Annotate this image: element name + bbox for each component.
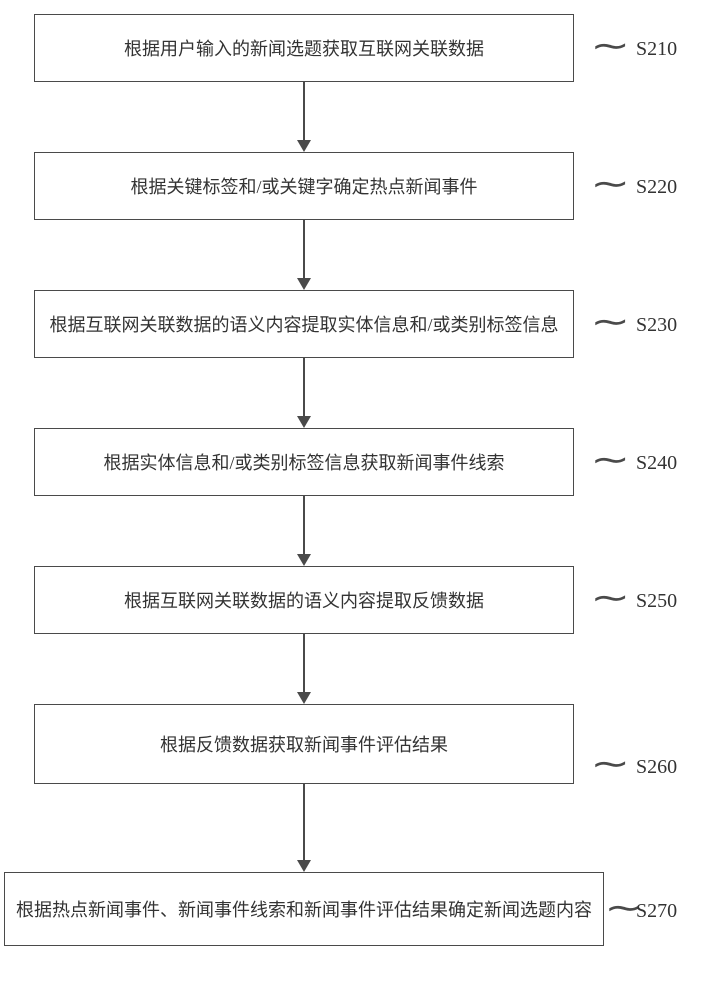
arrow-head-icon	[297, 860, 311, 872]
connector-tilde: ∼	[590, 444, 630, 478]
step-text: 根据反馈数据获取新闻事件评估结果	[160, 731, 448, 757]
arrow-line	[303, 634, 305, 692]
arrow-head-icon	[297, 278, 311, 290]
arrow-head-icon	[297, 416, 311, 428]
arrow-head-icon	[297, 692, 311, 704]
step-text: 根据实体信息和/或类别标签信息获取新闻事件线索	[104, 449, 505, 475]
step-box-s250: 根据互联网关联数据的语义内容提取反馈数据	[34, 566, 574, 634]
step-label-s250: S250	[636, 590, 677, 613]
step-label-s270: S270	[636, 900, 677, 923]
arrow-line	[303, 358, 305, 416]
connector-tilde: ∼	[590, 30, 630, 64]
flowchart-canvas: 根据用户输入的新闻选题获取互联网关联数据 ∼ S210 根据关键标签和/或关键字确定热…	[0, 0, 706, 1000]
arrow-line	[303, 784, 305, 860]
arrow-head-icon	[297, 554, 311, 566]
step-box-s220: 根据关键标签和/或关键字确定热点新闻事件	[34, 152, 574, 220]
step-box-s260: 根据反馈数据获取新闻事件评估结果	[34, 704, 574, 784]
arrow-line	[303, 496, 305, 554]
arrow-line	[303, 220, 305, 278]
step-box-s240: 根据实体信息和/或类别标签信息获取新闻事件线索	[34, 428, 574, 496]
step-text: 根据互联网关联数据的语义内容提取实体信息和/或类别标签信息	[50, 311, 559, 337]
step-box-s230: 根据互联网关联数据的语义内容提取实体信息和/或类别标签信息	[34, 290, 574, 358]
step-box-s270: 根据热点新闻事件、新闻事件线索和新闻事件评估结果确定新闻选题内容	[4, 872, 604, 946]
step-label-s220: S220	[636, 176, 677, 199]
step-label-s260: S260	[636, 756, 677, 779]
step-label-s230: S230	[636, 314, 677, 337]
step-text: 根据互联网关联数据的语义内容提取反馈数据	[124, 587, 484, 613]
step-text: 根据热点新闻事件、新闻事件线索和新闻事件评估结果确定新闻选题内容	[16, 896, 592, 922]
connector-tilde: ∼	[590, 582, 630, 616]
step-text: 根据关键标签和/或关键字确定热点新闻事件	[131, 173, 478, 199]
arrow-line	[303, 82, 305, 140]
step-text: 根据用户输入的新闻选题获取互联网关联数据	[124, 35, 484, 61]
step-box-s210: 根据用户输入的新闻选题获取互联网关联数据	[34, 14, 574, 82]
connector-tilde: ∼	[590, 168, 630, 202]
connector-tilde: ∼	[590, 748, 630, 782]
arrow-head-icon	[297, 140, 311, 152]
step-label-s210: S210	[636, 38, 677, 61]
step-label-s240: S240	[636, 452, 677, 475]
connector-tilde: ∼	[590, 306, 630, 340]
